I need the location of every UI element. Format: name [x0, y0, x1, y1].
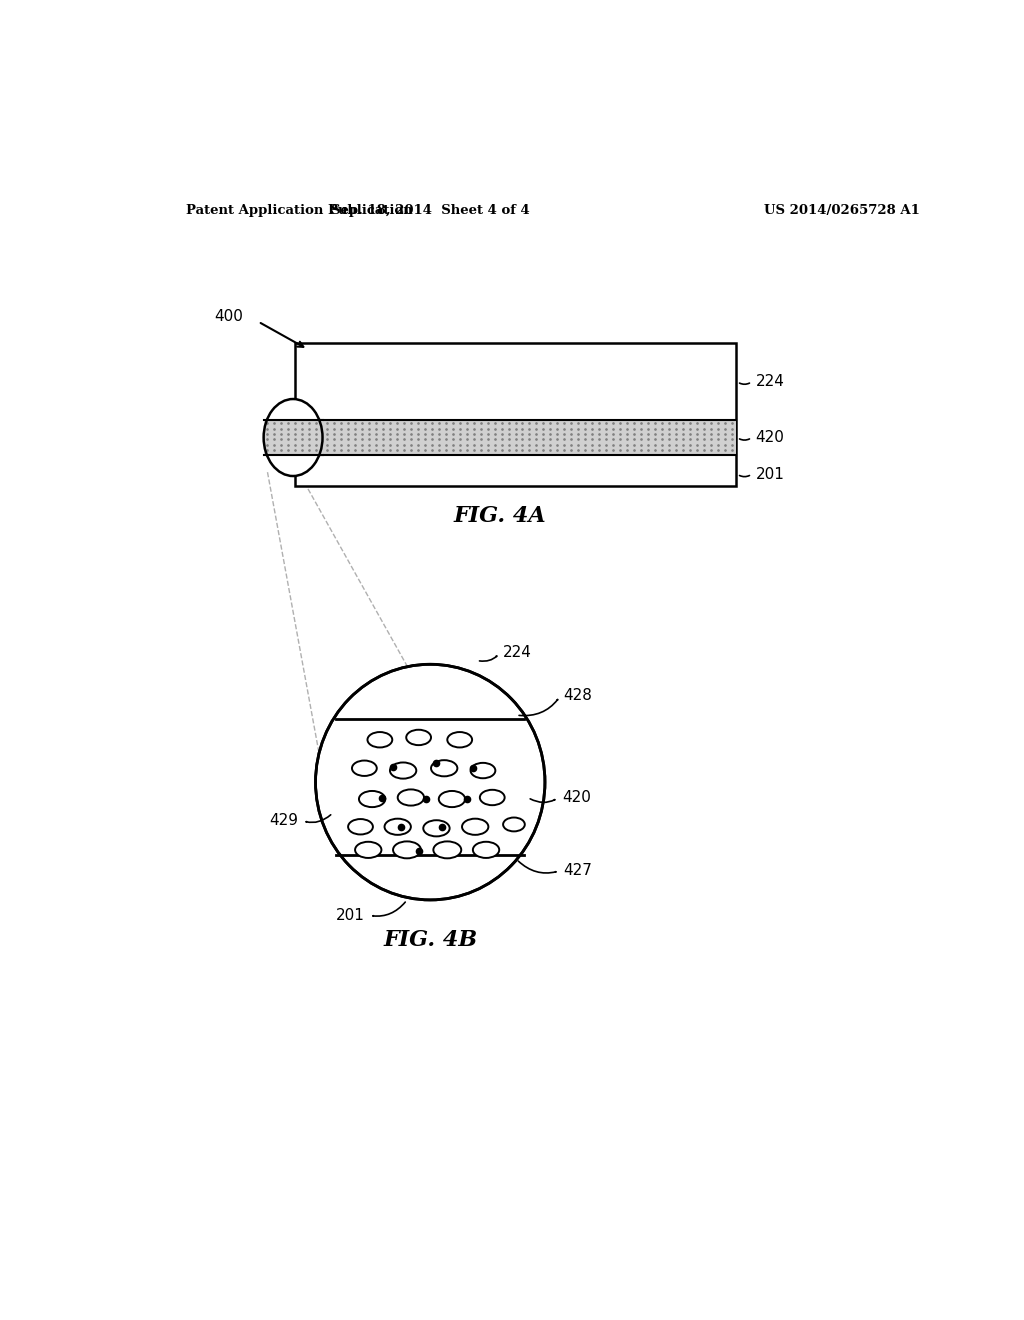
Bar: [263, 420, 323, 455]
Ellipse shape: [462, 818, 488, 834]
Text: 420: 420: [562, 789, 591, 805]
FancyArrowPatch shape: [530, 799, 555, 803]
Ellipse shape: [447, 733, 472, 747]
Text: 420: 420: [756, 430, 784, 445]
Text: 428: 428: [563, 688, 593, 704]
Ellipse shape: [352, 760, 377, 776]
FancyArrowPatch shape: [518, 861, 556, 873]
FancyArrowPatch shape: [373, 902, 406, 916]
FancyArrowPatch shape: [519, 700, 558, 715]
Text: US 2014/0265728 A1: US 2014/0265728 A1: [764, 205, 920, 218]
Ellipse shape: [473, 842, 500, 858]
Ellipse shape: [423, 820, 450, 837]
Text: 201: 201: [756, 466, 784, 482]
Text: 224: 224: [503, 645, 532, 660]
Ellipse shape: [433, 841, 461, 858]
Ellipse shape: [368, 733, 392, 747]
Ellipse shape: [263, 399, 323, 477]
Bar: [295, 343, 736, 486]
Bar: [295, 420, 736, 455]
Ellipse shape: [315, 664, 545, 900]
Text: 427: 427: [563, 863, 593, 878]
Ellipse shape: [355, 842, 381, 858]
Ellipse shape: [348, 818, 373, 834]
Ellipse shape: [385, 818, 411, 834]
FancyArrowPatch shape: [306, 814, 331, 822]
Text: Sep. 18, 2014  Sheet 4 of 4: Sep. 18, 2014 Sheet 4 of 4: [331, 205, 529, 218]
Ellipse shape: [393, 841, 421, 858]
Ellipse shape: [359, 791, 385, 807]
Text: 224: 224: [756, 374, 784, 389]
Ellipse shape: [397, 789, 424, 805]
Ellipse shape: [503, 817, 525, 832]
Ellipse shape: [480, 789, 505, 805]
Text: FIG. 4B: FIG. 4B: [383, 929, 477, 950]
Ellipse shape: [390, 763, 417, 779]
Ellipse shape: [438, 791, 465, 807]
FancyArrowPatch shape: [479, 656, 497, 661]
Ellipse shape: [407, 730, 431, 744]
Text: Patent Application Publication: Patent Application Publication: [186, 205, 413, 218]
Ellipse shape: [471, 763, 496, 779]
Text: 429: 429: [269, 813, 299, 828]
Text: 201: 201: [336, 908, 366, 923]
Ellipse shape: [431, 760, 458, 776]
Text: FIG. 4A: FIG. 4A: [454, 506, 547, 528]
Text: 400: 400: [214, 309, 243, 323]
